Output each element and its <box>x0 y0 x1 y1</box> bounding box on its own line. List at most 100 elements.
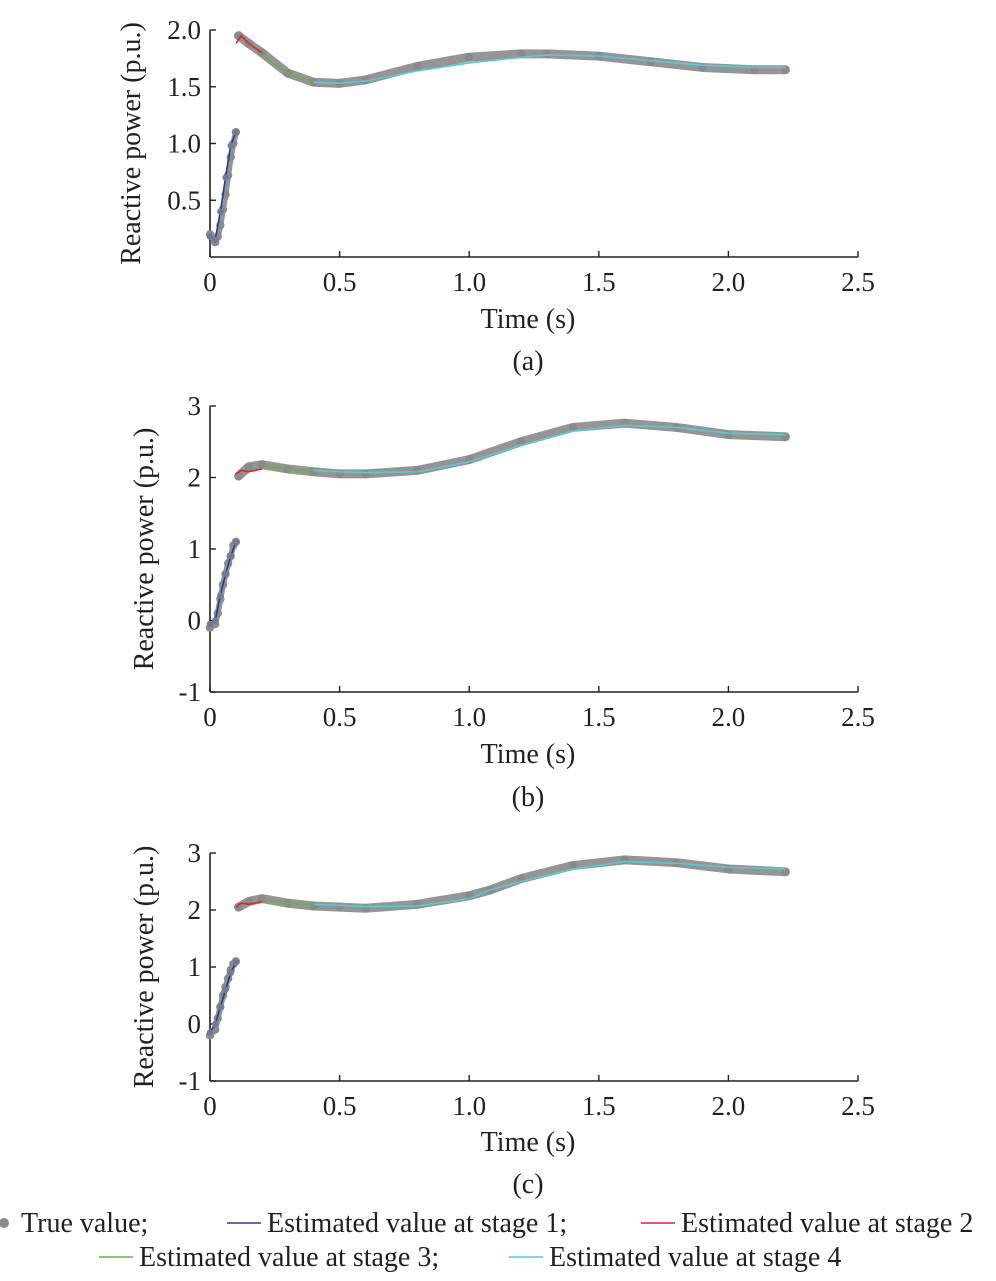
legend-label: True value; <box>21 1208 148 1239</box>
true-value-point <box>413 900 422 909</box>
true-value-point <box>620 855 629 865</box>
series-line-estimated-value-at-stage-4 <box>313 860 786 908</box>
legend: True value; Estimated value at stage 1; Es… <box>0 1208 973 1273</box>
y-tick-label: 3 <box>188 391 202 421</box>
y-tick-label: 0 <box>188 606 202 636</box>
series-line-estimated-value-at-stage-2 <box>235 468 263 475</box>
stage1-point <box>232 538 240 546</box>
legend-label: Estimated value at stage 3; <box>139 1242 439 1273</box>
true-value-point <box>568 423 578 432</box>
true-value-point <box>244 462 254 471</box>
stage1-point <box>232 959 240 966</box>
series-line-estimated-value-at-stage-2 <box>235 900 263 908</box>
true-value-point <box>413 466 422 475</box>
stage1-point <box>211 617 219 624</box>
y-axis-title: Reactive power (p.u.) <box>129 428 160 671</box>
y-tick-label: 2 <box>188 895 202 925</box>
panel-label: (c) <box>512 1169 543 1200</box>
stage1-point <box>217 1003 224 1011</box>
series-line-estimated-value-at-stage-2 <box>235 34 263 54</box>
x-tick-label: 0.5 <box>323 702 357 732</box>
legend-label: Estimated value at stage 1; <box>267 1208 567 1239</box>
x-tick-label: 1.0 <box>452 267 486 297</box>
stage1-point <box>227 142 234 149</box>
stage1-point <box>206 233 214 240</box>
x-tick-label: 2.0 <box>712 702 746 732</box>
x-tick-label: 0 <box>203 267 217 297</box>
y-tick-label: -1 <box>179 1066 202 1096</box>
y-tick-label: 1.0 <box>167 129 201 159</box>
x-tick-label: 1.5 <box>582 702 616 732</box>
stage1-point <box>227 552 234 560</box>
true-value-point <box>257 460 267 469</box>
true-value-point <box>516 437 526 446</box>
legend-marker-dot <box>0 1218 9 1228</box>
x-tick-label: 0.5 <box>323 267 357 297</box>
true-value-point <box>724 430 733 439</box>
stage1-point <box>222 174 229 181</box>
y-tick-label: 1 <box>188 534 202 564</box>
true-value-point <box>234 471 243 481</box>
true-value-trace <box>234 31 790 88</box>
x-axis-title: Time (s) <box>481 1127 576 1158</box>
x-tick-label: 1.5 <box>582 1091 616 1121</box>
stage1-point <box>227 969 234 976</box>
series-line-estimated-value-at-stage-3 <box>261 465 314 472</box>
x-tick-label: 2.5 <box>841 702 875 732</box>
x-tick-label: 2.5 <box>841 1091 875 1121</box>
true-value-point <box>309 467 318 476</box>
x-tick-label: 1.0 <box>452 702 486 732</box>
y-axis-title: Reactive power (p.u.) <box>116 22 147 265</box>
true-value-point <box>724 864 733 874</box>
panel-label: (b) <box>512 782 545 813</box>
stage1-point <box>217 208 224 215</box>
x-axis-title: Time (s) <box>481 739 576 770</box>
true-value-point <box>646 57 655 66</box>
y-tick-label: 0 <box>188 1009 202 1039</box>
stage1-point <box>211 1020 219 1028</box>
y-tick-label: -1 <box>179 677 202 707</box>
x-axis-title: Time (s) <box>481 304 576 335</box>
x-tick-label: 1.0 <box>452 1091 486 1121</box>
x-tick-label: 0.5 <box>323 1091 357 1121</box>
y-tick-label: 2.0 <box>167 15 201 45</box>
panel-label: (a) <box>512 346 543 377</box>
true-value-point <box>465 53 474 62</box>
true-value-point <box>413 62 422 71</box>
stage1-point <box>232 128 240 136</box>
true-value-point <box>568 861 578 870</box>
x-tick-label: 2.0 <box>712 267 746 297</box>
series-line-estimated-value-at-stage-4 <box>313 54 786 85</box>
y-tick-label: 0.5 <box>167 185 201 215</box>
series-line-estimated-value-at-stage-3 <box>261 54 314 82</box>
true-value-point <box>361 469 370 479</box>
x-tick-label: 2.5 <box>841 267 875 297</box>
chart-panel-a: 0 0.5 1.0 1.5 2.0 2.5 0.5 1.0 1.5 2.0 Time (s) Reac… <box>116 15 875 377</box>
stage1-point <box>206 620 214 628</box>
y-tick-label: 2 <box>188 463 202 493</box>
true-value-point <box>516 49 526 59</box>
stage1-point <box>217 592 224 599</box>
stage1-point <box>222 570 229 578</box>
y-tick-label: 1 <box>188 952 202 982</box>
x-tick-label: 0 <box>203 1091 217 1121</box>
x-tick-label: 2.0 <box>712 1091 746 1121</box>
true-value-point <box>309 901 318 911</box>
true-value-point <box>781 867 790 877</box>
true-value-point <box>335 902 344 912</box>
legend-label: Estimated value at stage 2 <box>681 1208 973 1239</box>
true-value-point <box>361 904 370 913</box>
y-tick-label: 1.5 <box>167 72 201 102</box>
stage1-point <box>206 1029 214 1036</box>
x-tick-label: 0 <box>203 702 217 732</box>
stage1-point <box>222 986 229 993</box>
y-axis-title: Reactive power (p.u.) <box>129 846 160 1089</box>
series-line-estimated-value-at-stage-3 <box>261 898 314 906</box>
legend-label: Estimated value at stage 4 <box>549 1242 841 1273</box>
x-tick-label: 1.5 <box>582 267 616 297</box>
true-value-point <box>542 49 552 59</box>
stage1-point <box>211 236 219 244</box>
